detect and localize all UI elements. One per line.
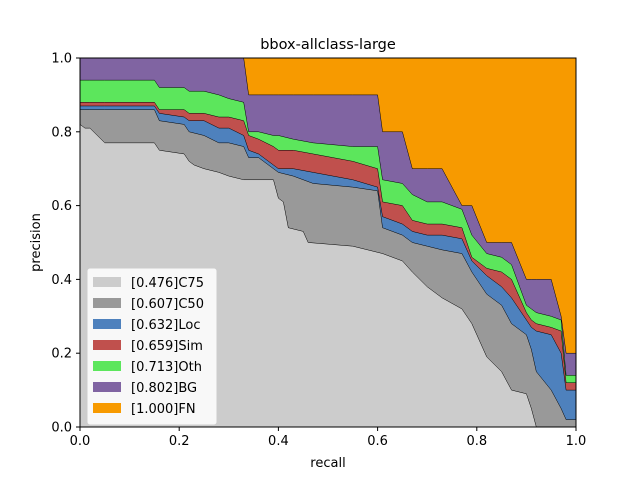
x-tick-label: 0.8 xyxy=(466,434,487,449)
area-edge-line xyxy=(79,124,576,428)
legend-label: [0.476]C75 xyxy=(131,276,204,291)
legend-swatch xyxy=(93,361,121,371)
legend-label: [0.802]BG xyxy=(131,381,197,396)
plot-frame xyxy=(79,57,577,428)
legend-label: [0.659]Sim xyxy=(131,339,203,354)
legend-label: [0.632]Loc xyxy=(131,318,200,333)
x-tick-label: 0.4 xyxy=(268,434,289,449)
y-tick-label: 0.2 xyxy=(51,347,72,362)
x-axis-label: recall xyxy=(310,456,345,471)
legend: [0.476]C75 [0.607]C50 [0.632]Loc [0.659]Sim… xyxy=(86,267,218,426)
legend-label: [0.607]C50 xyxy=(131,297,204,312)
chart-title: bbox-allclass-large xyxy=(260,37,396,53)
legend-swatch xyxy=(93,382,121,392)
y-axis-label: precision xyxy=(29,213,44,272)
legend-label: [0.713]Oth xyxy=(131,360,202,375)
legend-swatch xyxy=(93,298,121,308)
y-axis: 0.0 0.2 0.4 0.6 0.8 1.0 xyxy=(51,52,80,436)
area-edge-line xyxy=(80,102,576,383)
area-edge-line xyxy=(80,79,576,376)
y-tick-label: 0.4 xyxy=(51,273,72,288)
legend-swatch xyxy=(93,403,121,413)
x-tick-label: 0.6 xyxy=(367,434,388,449)
y-tick-label: 0.8 xyxy=(51,125,72,140)
legend-swatch xyxy=(93,319,121,329)
y-tick-label: 0.0 xyxy=(51,421,72,436)
y-tick-label: 1.0 xyxy=(51,52,72,67)
x-tick-label: 1.0 xyxy=(566,434,587,449)
legend-label: [1.000]FN xyxy=(131,402,196,417)
legend-swatch xyxy=(93,277,121,287)
area-edge-line xyxy=(80,109,576,420)
x-tick-label: 0.0 xyxy=(70,434,91,449)
legend-swatch xyxy=(93,340,121,350)
area-edge-line xyxy=(80,105,576,391)
x-axis: 0.0 0.2 0.4 0.6 0.8 1.0 xyxy=(70,427,587,449)
y-tick-label: 0.6 xyxy=(51,199,72,214)
x-tick-label: 0.2 xyxy=(169,434,190,449)
